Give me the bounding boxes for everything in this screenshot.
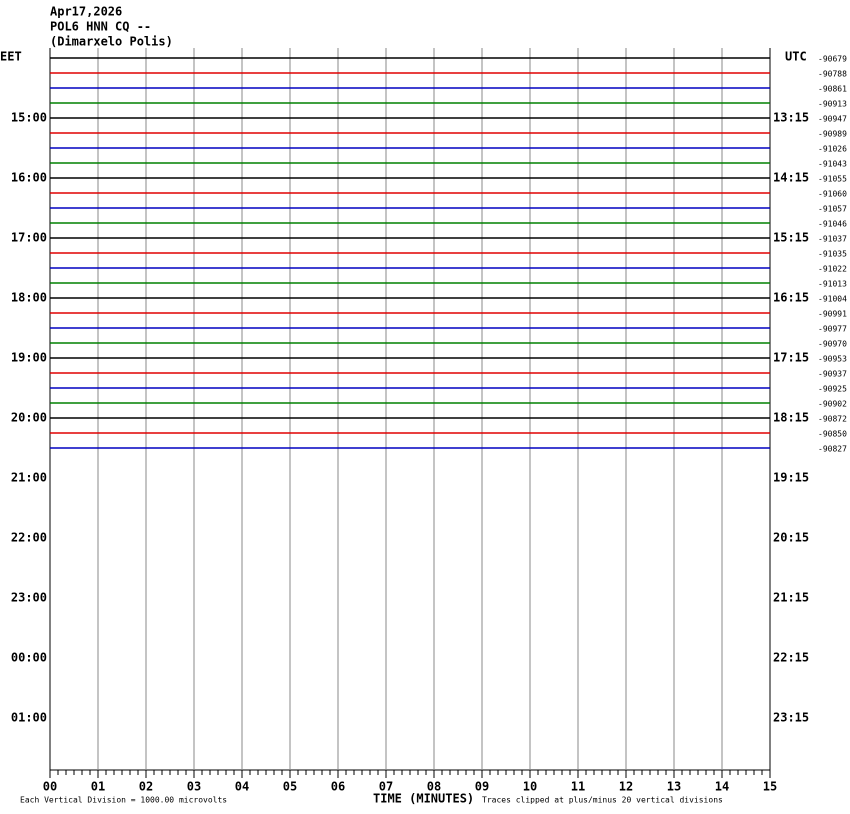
x-tick-label: 08	[427, 780, 441, 794]
right-hour-label: 16:15	[773, 291, 809, 305]
x-tick-label: 12	[619, 780, 633, 794]
clip-note: Traces clipped at plus/minus 20 vertical…	[482, 796, 723, 805]
location: (Dimarxelo Polis)	[50, 35, 173, 49]
trace-offset: -91022	[818, 265, 847, 274]
left-hour-label: 21:00	[11, 471, 47, 485]
trace-offset: -91043	[818, 160, 847, 169]
trace-offset: -90925	[818, 385, 847, 394]
left-axis-title: EET	[0, 50, 22, 64]
x-tick-label: 07	[379, 780, 393, 794]
left-hour-label: 20:00	[11, 411, 47, 425]
trace-offset: -91026	[818, 145, 847, 154]
trace-offset: -90788	[818, 70, 847, 79]
x-tick-label: 01	[91, 780, 105, 794]
x-tick-label: 15	[763, 780, 777, 794]
trace-offset: -91046	[818, 220, 847, 229]
trace-offset: -91013	[818, 280, 847, 289]
trace-offset: -90827	[818, 445, 847, 454]
x-tick-label: 06	[331, 780, 345, 794]
x-tick-label: 02	[139, 780, 153, 794]
right-hour-label: 20:15	[773, 531, 809, 545]
x-tick-label: 05	[283, 780, 297, 794]
left-hour-label: 00:00	[11, 651, 47, 665]
x-axis-title: TIME (MINUTES)	[373, 792, 474, 806]
trace-offset: -90902	[818, 400, 847, 409]
x-tick-label: 09	[475, 780, 489, 794]
left-hour-label: 18:00	[11, 291, 47, 305]
left-hour-label: 22:00	[11, 531, 47, 545]
right-hour-label: 17:15	[773, 351, 809, 365]
trace-offset: -90850	[818, 430, 847, 439]
trace-offset: -91035	[818, 250, 847, 259]
x-tick-label: 04	[235, 780, 249, 794]
trace-offset: -90970	[818, 340, 847, 349]
right-hour-label: 23:15	[773, 711, 809, 725]
x-tick-label: 03	[187, 780, 201, 794]
left-hour-label: 17:00	[11, 231, 47, 245]
trace-offset: -90913	[818, 100, 847, 109]
right-hour-label: 18:15	[773, 411, 809, 425]
x-tick-label: 14	[715, 780, 729, 794]
right-hour-label: 15:15	[773, 231, 809, 245]
trace-offset: -90679	[818, 55, 847, 64]
trace-offset: -90861	[818, 85, 847, 94]
scale-note: Each Vertical Division = 1000.00 microvo…	[20, 796, 227, 805]
station: POL6 HNN CQ --	[50, 20, 151, 34]
trace-offset: -90872	[818, 415, 847, 424]
right-hour-label: 22:15	[773, 651, 809, 665]
trace-offset: -91055	[818, 175, 847, 184]
trace-offset: -90989	[818, 130, 847, 139]
trace-offset: -90991	[818, 310, 847, 319]
date: Apr17,2026	[50, 5, 122, 19]
left-hour-label: 16:00	[11, 171, 47, 185]
right-hour-label: 13:15	[773, 111, 809, 125]
x-tick-label: 00	[43, 780, 57, 794]
left-hour-label: 01:00	[11, 711, 47, 725]
trace-offset: -90937	[818, 370, 847, 379]
x-tick-label: 13	[667, 780, 681, 794]
trace-offset: -91004	[818, 295, 847, 304]
right-hour-label: 21:15	[773, 591, 809, 605]
left-hour-label: 23:00	[11, 591, 47, 605]
trace-offset: -91057	[818, 205, 847, 214]
trace-offset: -91060	[818, 190, 847, 199]
left-hour-label: 19:00	[11, 351, 47, 365]
left-hour-label: 15:00	[11, 111, 47, 125]
right-hour-label: 14:15	[773, 171, 809, 185]
trace-offset: -90977	[818, 325, 847, 334]
right-axis-title: UTC	[785, 50, 807, 64]
x-tick-label: 11	[571, 780, 585, 794]
trace-offset: -90947	[818, 115, 847, 124]
trace-offset: -90953	[818, 355, 847, 364]
x-tick-label: 10	[523, 780, 537, 794]
trace-offset: -91037	[818, 235, 847, 244]
right-hour-label: 19:15	[773, 471, 809, 485]
